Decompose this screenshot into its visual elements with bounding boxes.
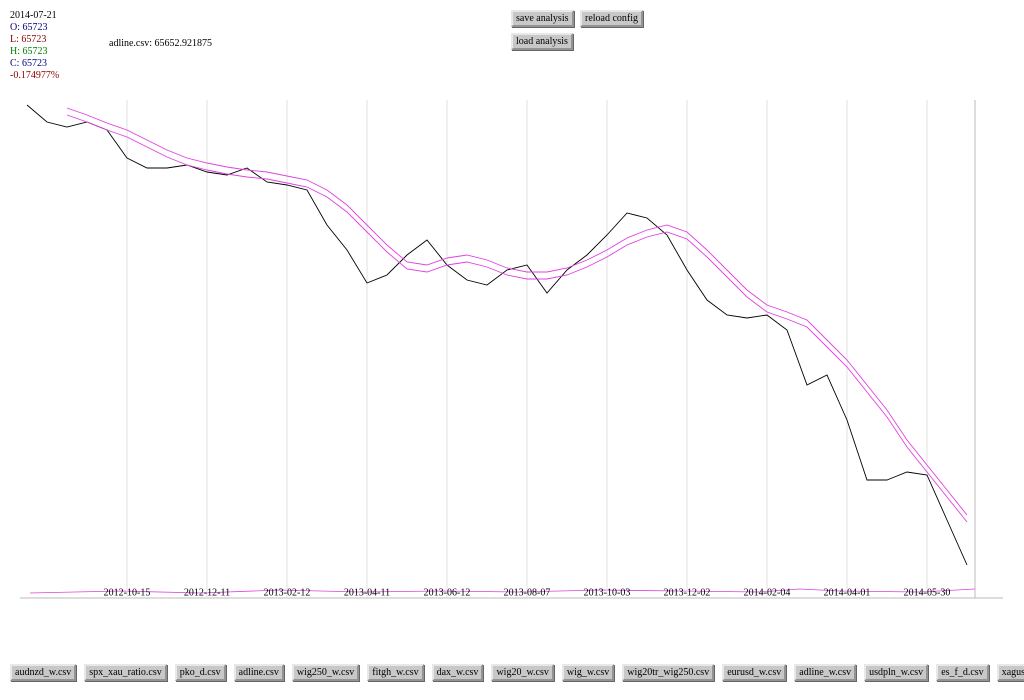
- file-button[interactable]: adline.csv: [233, 664, 284, 681]
- file-button[interactable]: fitgh_w.csv: [367, 664, 424, 681]
- x-tick-label: 2013-04-11: [344, 587, 390, 598]
- file-bar: audnzd_w.csv spx_xau_ratio.csv pko_d.csv ad…: [10, 664, 1024, 681]
- x-tick-label: 2014-02-04: [744, 587, 791, 598]
- file-button[interactable]: dax_w.csv: [431, 664, 484, 681]
- low: L: 65723: [10, 34, 47, 45]
- file-button[interactable]: spx_xau_ratio.csv: [84, 664, 167, 681]
- file-button[interactable]: wig20tr_wig250.csv: [622, 664, 715, 681]
- x-tick-label: 2014-05-30: [904, 587, 951, 598]
- cursor-value: adline.csv: 65652.921875: [109, 38, 213, 49]
- button[interactable]: load analysis: [511, 33, 573, 50]
- x-tick-label: 2012-10-15: [104, 587, 151, 598]
- file-button[interactable]: pko_d.csv: [174, 664, 226, 681]
- x-tick-label: 2014-04-01: [824, 587, 871, 598]
- file-button[interactable]: xagusd_q.csv: [996, 664, 1024, 681]
- series-line: [66, 114, 968, 523]
- date: 2014-07-21: [10, 10, 57, 21]
- x-tick-label: 2013-10-03: [584, 587, 631, 598]
- x-tick-label: 2013-08-07: [504, 587, 551, 598]
- file-button[interactable]: wig20_w.csv: [491, 664, 554, 681]
- file-button[interactable]: es_f_d.csv: [936, 664, 989, 681]
- file-button[interactable]: adline_w.csv: [794, 664, 857, 681]
- series-line: [26, 104, 968, 566]
- file-button[interactable]: usdpln_w.csv: [864, 664, 929, 681]
- x-tick-label: 2013-12-02: [664, 587, 711, 598]
- ohlc-info: 2014-07-21 O: 65723 L: 65723 H: 65723 C:…: [10, 10, 59, 82]
- indicator-line: [29, 588, 976, 594]
- button[interactable]: reload config: [580, 10, 644, 27]
- high: H: 65723: [10, 46, 48, 57]
- x-tick-label: 2012-12-11: [184, 587, 230, 598]
- button[interactable]: save analysis: [511, 10, 574, 27]
- file-button[interactable]: eurusd_w.csv: [722, 664, 787, 681]
- close: C: 65723: [10, 58, 47, 69]
- x-tick-label: 2013-02-12: [264, 587, 311, 598]
- open: O: 65723: [10, 22, 48, 33]
- x-tick-label: 2013-06-12: [424, 587, 471, 598]
- chart: 2012-10-15 2012-12-11 2013-02-12 2013-04-11…: [20, 100, 1003, 599]
- file-button[interactable]: wig250_w.csv: [291, 664, 360, 681]
- file-button[interactable]: audnzd_w.csv: [10, 664, 77, 681]
- file-button[interactable]: wig_w.csv: [561, 664, 615, 681]
- series-line: [66, 107, 968, 516]
- change: -0.174977%: [10, 70, 60, 81]
